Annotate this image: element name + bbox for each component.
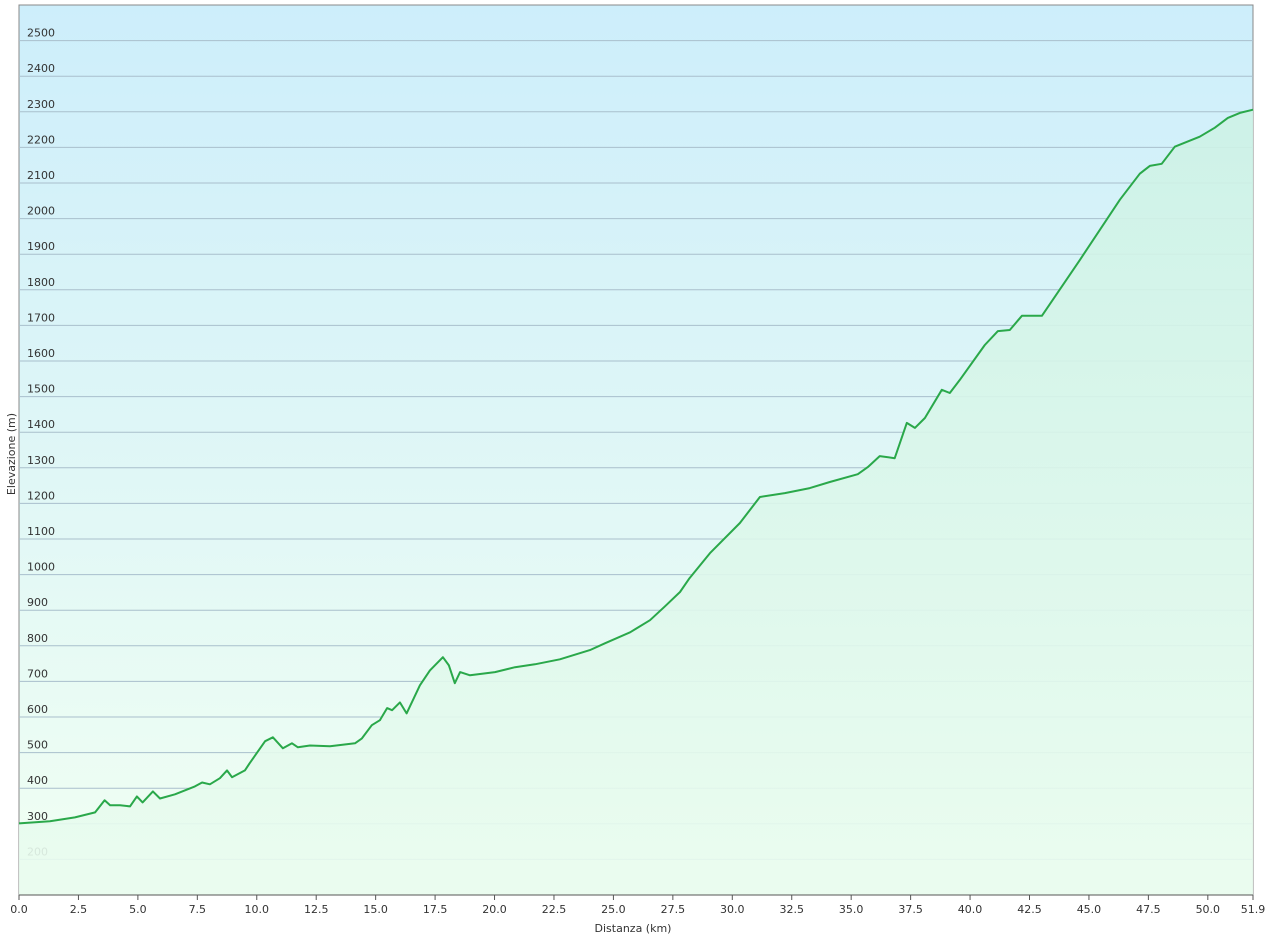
x-tick-label: 0.0 — [10, 903, 28, 916]
y-tick-label: 2000 — [27, 205, 55, 218]
x-tick-label: 20.0 — [482, 903, 507, 916]
y-tick-label: 1800 — [27, 276, 55, 289]
y-tick-label: 1300 — [27, 454, 55, 467]
x-axis-label: Distanza (km) — [595, 922, 672, 935]
x-tick-label: 35.0 — [839, 903, 864, 916]
x-tick-label: 10.0 — [245, 903, 270, 916]
y-tick-label: 2500 — [27, 27, 55, 40]
y-tick-label: 1500 — [27, 383, 55, 396]
y-tick-label: 500 — [27, 739, 48, 752]
x-tick-label: 2.5 — [70, 903, 88, 916]
x-tick-label: 40.0 — [958, 903, 983, 916]
y-tick-label: 1400 — [27, 418, 55, 431]
x-tick-label: 32.5 — [779, 903, 804, 916]
x-tick-label: 51.9 — [1241, 903, 1265, 916]
y-tick-label: 1100 — [27, 525, 55, 538]
y-tick-label: 800 — [27, 632, 48, 645]
x-tick-label: 37.5 — [898, 903, 923, 916]
y-tick-label: 1900 — [27, 240, 55, 253]
y-tick-label: 2400 — [27, 62, 55, 75]
x-tick-label: 30.0 — [720, 903, 745, 916]
area-fill — [19, 109, 1253, 895]
x-tick-label: 27.5 — [661, 903, 686, 916]
y-tick-label: 300 — [27, 810, 48, 823]
y-tick-label: 1600 — [27, 347, 55, 360]
x-tick-label: 50.0 — [1196, 903, 1221, 916]
x-tick-label: 25.0 — [601, 903, 626, 916]
y-tick-label: 2100 — [27, 169, 55, 182]
y-tick-label: 600 — [27, 703, 48, 716]
y-tick-label: 900 — [27, 596, 48, 609]
x-tick-label: 22.5 — [542, 903, 567, 916]
y-tick-label: 1200 — [27, 489, 55, 502]
x-tick-label: 47.5 — [1136, 903, 1161, 916]
y-axis-label: Elevazione (m) — [5, 413, 18, 495]
y-tick-label: 2200 — [27, 133, 55, 146]
y-tick-label: 700 — [27, 667, 48, 680]
x-tick-label: 42.5 — [1017, 903, 1042, 916]
y-tick-label: 400 — [27, 774, 48, 787]
elevation-line — [18, 108, 1254, 825]
x-tick-label: 5.0 — [129, 903, 147, 916]
x-tick-label: 17.5 — [423, 903, 448, 916]
x-tick-label: 15.0 — [363, 903, 388, 916]
x-tick-label: 7.5 — [189, 903, 207, 916]
y-tick-label: 1000 — [27, 561, 55, 574]
y-tick-label: 2300 — [27, 98, 55, 111]
x-tick-label: 45.0 — [1077, 903, 1102, 916]
y-tick-label: 1700 — [27, 311, 55, 324]
x-tick-label: 12.5 — [304, 903, 329, 916]
